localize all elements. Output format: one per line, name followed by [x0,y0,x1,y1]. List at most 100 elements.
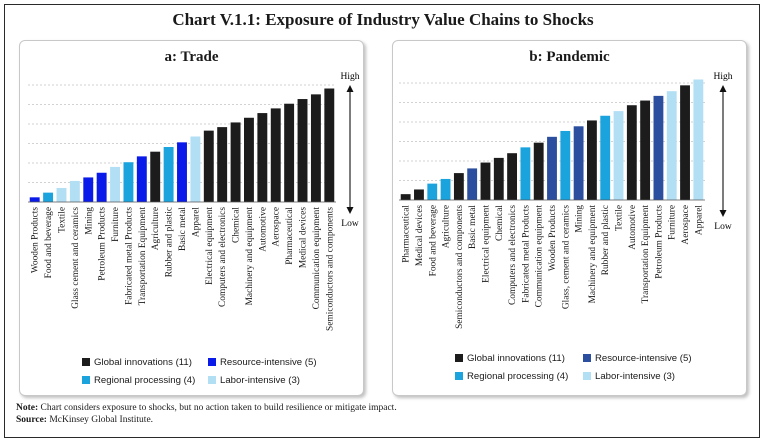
legend-label-regional_processing: Regional processing (4) [94,375,195,386]
bar-mining [573,126,584,200]
category-label: Pharmaceutical [285,207,295,265]
bar-agriculture [150,151,161,202]
category-label: Chemical [495,205,505,241]
category-label: Glass, cement and ceramics [561,205,571,309]
category-label: Petroleum Products [98,207,108,281]
legend-label-resource_intensive: Resource-intensive (5) [220,357,317,368]
legend-swatch-regional_processing [82,376,90,384]
category-label: Furniture [111,207,121,242]
category-label: Basic metal [178,207,188,251]
axis-low-label: Low [341,219,359,229]
axis-arrow-down [346,207,354,214]
category-label: Medical devices [415,205,425,267]
bar-agriculture [440,178,451,200]
footnotes: Note: Chart considers exposure to shocks… [16,402,397,426]
bar-furniture [666,91,677,200]
legend-swatch-labor_intensive [208,376,216,384]
bar-medical-devices [297,99,308,202]
legend-swatch-resource_intensive_b [583,354,591,362]
panel-title-pandemic: b: Pandemic [529,49,610,65]
category-label: Computers and electronics [508,205,518,305]
bar-apparel [693,79,704,200]
category-label: Fabricated metal Products [124,207,134,305]
category-label: Electrical equipment [481,205,491,283]
bar-electrical-equipment [480,162,491,200]
bar-textile [56,187,67,202]
bar-communication-equipment [533,142,544,200]
category-label: Transportation Equipment [641,205,651,304]
bar-transportation-equipment [640,100,651,200]
category-label: Glass cement and ceramics [71,207,81,309]
legend-label-labor_intensive: Labor-intensive (3) [595,371,675,382]
legend-label-labor_intensive: Labor-intensive (3) [220,375,300,386]
axis-high-label: High [341,72,360,82]
note-text: Chart considers exposure to shocks, but … [40,403,397,413]
legend-swatch-global_innovations [455,354,463,362]
category-label: Machinery and equipment [245,207,255,306]
category-label: Automotive [628,205,638,250]
bar-automotive [626,105,637,200]
bar-fabricated-metal-products [123,162,134,202]
bar-aerospace [270,108,281,202]
axis-arrow-down [719,210,727,217]
source-label: Source: [16,415,47,425]
bar-chemical [493,157,504,200]
source-line: Source: McKinsey Global Institute. [16,414,397,426]
bar-wooden-products [547,136,557,200]
bar-glass-cement-and-ceramics [69,180,80,202]
legend-label-global_innovations: Global innovations (11) [467,353,565,364]
category-label: Communication equipment [312,207,322,310]
axis-arrow-up [719,85,727,92]
category-label: Communication equipment [535,205,545,308]
category-label: Basic metal [468,205,478,249]
axis-low-label: Low [714,222,732,232]
category-label: Furniture [668,205,678,240]
bar-food-and-beverage [43,192,54,202]
bar-rubber-and-plastic [163,147,174,202]
category-label: Automotive [258,207,268,252]
category-label: Apparel [694,205,704,236]
bar-glass-cement-and-ceramics [560,130,571,200]
category-label: Aerospace [272,207,282,247]
category-label: Textile [615,205,625,231]
category-label: Chemical [232,207,242,243]
note-label: Note: [16,403,39,413]
bar-pharmaceutical [284,103,295,202]
bar-communication-equipment [310,94,321,202]
category-label: Fabricated metal Products [521,205,531,303]
category-label: Semiconductors and components [325,207,335,331]
bar-transportation-equipment [136,156,147,202]
panel-title-trade: a: Trade [164,49,219,65]
bar-electrical-equipment [203,130,214,202]
trade-chart-svg: Wooden Products Food and beverage Textile G… [28,72,360,386]
bar-chemical [230,122,241,202]
category-label: Electrical equipment [205,207,215,285]
category-label: Wooden Products [548,205,558,272]
bar-semiconductors-and-components [453,173,464,200]
category-label: Wooden Products [31,207,41,274]
pandemic-chart-svg: Pharmaceutical Medical devices Food and be… [399,72,733,382]
bar-basic-metal [177,142,187,202]
bar-fabricated-metal-products [520,147,531,200]
category-label: Pharmaceutical [402,205,412,263]
bar-computers-and-electronics [507,153,518,200]
bar-wooden-products [29,197,40,202]
category-label: Food and beverage [428,205,438,276]
category-label: Computers and electronics [218,207,228,307]
bar-medical-devices [414,189,424,200]
legend-swatch-regional_processing [455,372,463,380]
category-label: Rubber and plastic [165,207,175,277]
bar-apparel [190,136,201,202]
bar-mining [83,177,94,202]
category-label: Medical devices [299,207,309,269]
category-label: Mining [575,205,585,233]
bar-pharmaceutical [400,194,411,200]
category-label: Food and beverage [44,207,54,278]
legend-label-resource_intensive_b: Resource-intensive (5) [595,353,692,364]
category-label: Apparel [191,207,201,238]
bar-basic-metal [467,168,478,200]
source-text: McKinsey Global Institute. [49,415,154,425]
category-label: Machinery and equipment [588,205,598,304]
category-label: Transportation Equipment [138,207,148,306]
legend-swatch-resource_intensive [208,358,216,366]
